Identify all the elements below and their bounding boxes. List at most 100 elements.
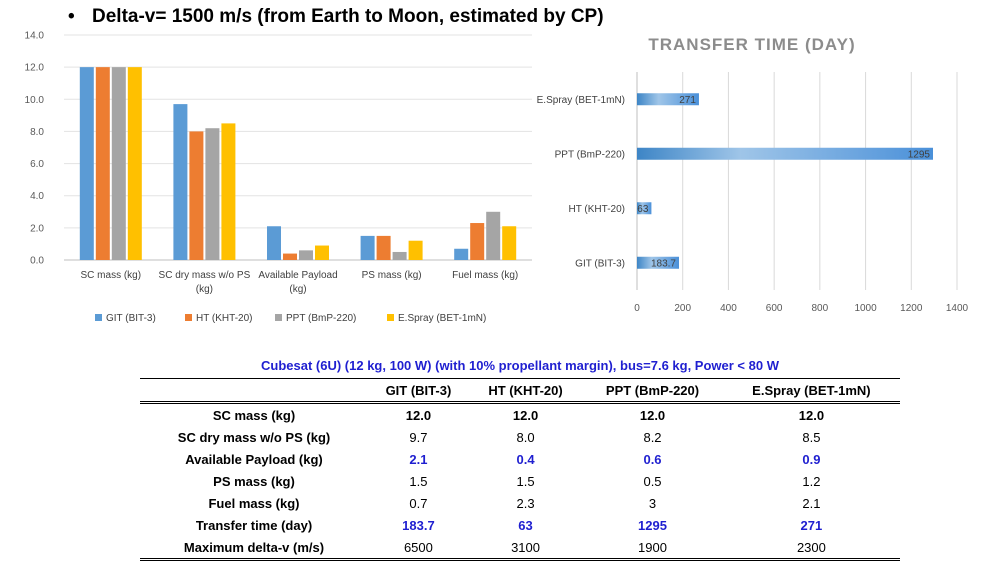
x-category-label: PS mass (kg) <box>362 270 422 281</box>
data-label: 1295 <box>908 149 931 160</box>
chart-title: TRANSFER TIME (DAY) <box>648 35 855 54</box>
bar <box>360 235 375 260</box>
bar <box>79 67 94 261</box>
legend-swatch <box>95 314 102 321</box>
table-cell: 1.2 <box>802 473 821 489</box>
transfer-time-chart: TRANSFER TIME (DAY) 0 200 400 600 800 1000 1200… <box>537 35 969 314</box>
bar <box>315 245 329 260</box>
y-tick-label: 10.0 <box>25 95 45 106</box>
table-cell: 2.1 <box>409 451 428 467</box>
x-tick-label: 0 <box>634 303 640 314</box>
x-tick-label: 800 <box>812 303 829 314</box>
column-header: E.Spray (BET-1mN) <box>752 382 871 398</box>
bar <box>111 67 126 261</box>
bar <box>189 131 204 260</box>
table-cell: 0.4 <box>516 451 535 467</box>
table-cell: 12.0 <box>512 407 539 423</box>
table-cell: 8.0 <box>516 429 535 445</box>
table-cell: 8.5 <box>802 429 821 445</box>
table-cell: 1.5 <box>516 473 535 489</box>
y-tick-label: 2.0 <box>30 223 44 234</box>
table-header-row: GIT (BIT-3) HT (KHT-20) PPT (BmP-220) E.… <box>140 378 900 403</box>
table-cell: 12.0 <box>405 407 432 423</box>
data-label: 183.7 <box>651 258 676 269</box>
legend-label: GIT (BIT-3) <box>106 313 156 324</box>
legend-swatch <box>185 314 192 321</box>
bar <box>637 93 699 106</box>
table-cell: 12.0 <box>639 407 666 423</box>
data-label: 271 <box>679 95 696 106</box>
row-label: PS mass (kg) <box>213 473 295 489</box>
bar <box>470 223 485 260</box>
column-header: HT (KHT-20) <box>488 382 563 398</box>
table-row: Fuel mass (kg) 0.7 2.3 3 2.1 <box>140 492 900 514</box>
table-row: SC dry mass w/o PS (kg) 9.7 8.0 8.2 8.5 <box>140 426 900 448</box>
comparison-table: GIT (BIT-3) HT (KHT-20) PPT (BmP-220) E.… <box>140 378 900 561</box>
legend-swatch <box>387 314 394 321</box>
table-row: PS mass (kg) 1.5 1.5 0.5 1.2 <box>140 470 900 492</box>
table-corner <box>140 379 368 403</box>
table-cell: 6500 <box>403 539 433 555</box>
x-category-label: SC mass (kg) <box>81 270 142 281</box>
table-cell: 0.6 <box>643 451 662 467</box>
table-row: Maximum delta-v (m/s) 6500 3100 1900 2300 <box>140 536 900 560</box>
table-cell: 3 <box>648 495 657 511</box>
bar <box>392 251 407 260</box>
x-tick-label: 200 <box>674 303 691 314</box>
table-cell: 1295 <box>638 517 667 533</box>
table-cell: 9.7 <box>409 429 428 445</box>
table-row: SC mass (kg) 12.0 12.0 12.0 12.0 <box>140 403 900 427</box>
bar <box>637 256 679 269</box>
row-label: Available Payload (kg) <box>185 451 323 467</box>
bar <box>221 123 236 261</box>
bar <box>408 240 423 260</box>
bar <box>283 253 297 260</box>
row-label: Fuel mass (kg) <box>208 495 300 511</box>
bar <box>299 250 313 260</box>
column-header: PPT (BmP-220) <box>605 382 700 398</box>
table-caption: Cubesat (6U) (12 kg, 100 W) (with 10% pr… <box>261 358 779 373</box>
bar <box>376 235 391 260</box>
x-category-label: Fuel mass (kg) <box>452 270 518 281</box>
table-cell: 271 <box>800 517 823 533</box>
table-cell: 3100 <box>511 539 540 555</box>
y-tick-label: 0.0 <box>30 256 44 267</box>
table-cell: 2.1 <box>802 495 821 511</box>
row-label: Transfer time (day) <box>195 517 313 533</box>
legend-label: E.Spray (BET-1mN) <box>398 313 486 324</box>
table-body: SC mass (kg) 12.0 12.0 12.0 12.0 SC dry mass … <box>140 403 900 560</box>
data-label: 63 <box>637 204 649 215</box>
x-category-label: Available Payload (kg) <box>258 270 337 295</box>
table-cell: 0.7 <box>409 495 428 511</box>
row-label: SC mass (kg) <box>212 407 296 423</box>
y-tick-label: 12.0 <box>25 63 45 74</box>
x-tick-label: 600 <box>766 303 783 314</box>
bar <box>127 67 142 261</box>
legend-label: PPT (BmP-220) <box>286 313 356 324</box>
bar <box>267 226 281 260</box>
table-cell: 0.9 <box>802 451 821 467</box>
y-tick-label: 8.0 <box>30 127 44 138</box>
y-category-label: GIT (BIT-3) <box>575 258 625 269</box>
y-category-label: HT (KHT-20) <box>569 204 626 215</box>
table-cell: 8.2 <box>643 429 662 445</box>
x-tick-label: 1400 <box>946 303 969 314</box>
bar <box>502 226 517 260</box>
y-tick-label: 6.0 <box>30 159 44 170</box>
mass-bar-chart: 0.0 2.0 4.0 6.0 8.0 10.0 12.0 14.0 SC mass (kg) S… <box>25 31 532 324</box>
y-tick-label: 14.0 <box>25 31 45 42</box>
table-cell: 1900 <box>638 539 667 555</box>
bar <box>95 67 110 261</box>
legend-label: HT (KHT-20) <box>196 313 253 324</box>
x-category-label: SC dry mass w/o PS (kg) <box>159 270 251 295</box>
bar <box>637 202 652 215</box>
table-cell: 1.5 <box>409 473 428 489</box>
bar <box>205 128 220 260</box>
x-tick-label: 400 <box>720 303 737 314</box>
bullet: • <box>68 6 75 27</box>
x-tick-label: 1000 <box>854 303 877 314</box>
y-category-label: E.Spray (BET-1mN) <box>537 95 625 106</box>
column-header: GIT (BIT-3) <box>385 382 452 398</box>
slide-title-text: Delta-v= 1500 m/s (from Earth to Moon, e… <box>92 6 604 27</box>
table-cell: 183.7 <box>402 517 435 533</box>
